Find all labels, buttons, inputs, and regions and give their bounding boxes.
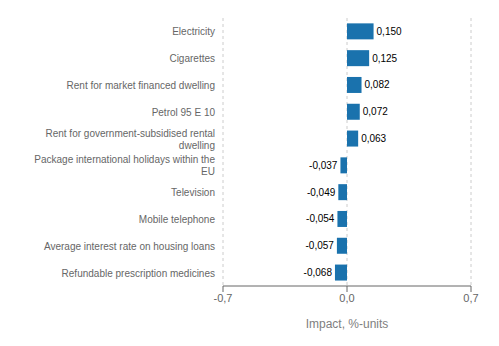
svg-text:-0,057: -0,057 [306, 240, 335, 251]
svg-text:Television: Television [171, 187, 215, 198]
svg-text:0,0: 0,0 [339, 292, 354, 304]
svg-text:Refundable prescription medici: Refundable prescription medicines [62, 267, 215, 278]
svg-text:Mobile telephone: Mobile telephone [139, 214, 216, 225]
svg-text:0,150: 0,150 [377, 26, 402, 37]
svg-text:Electricity: Electricity [172, 26, 215, 37]
svg-text:0,7: 0,7 [463, 292, 478, 304]
svg-text:-0,037: -0,037 [309, 160, 338, 171]
svg-text:Cigarettes: Cigarettes [169, 53, 215, 64]
svg-text:-0,054: -0,054 [306, 213, 335, 224]
svg-text:Rent for government-subsidised: Rent for government-subsidised rentaldwe… [45, 127, 215, 150]
svg-text:Average interest rate on housi: Average interest rate on housing loans [44, 240, 215, 251]
svg-text:Rent for market financed dwell: Rent for market financed dwelling [67, 80, 215, 91]
svg-text:Impact, %-units: Impact, %-units [306, 317, 389, 331]
svg-text:0,125: 0,125 [372, 53, 397, 64]
svg-text:Package international holidays: Package international holidays within th… [34, 154, 215, 177]
svg-text:-0,049: -0,049 [307, 187, 336, 198]
svg-text:-0,7: -0,7 [214, 292, 233, 304]
svg-text:0,082: 0,082 [365, 79, 390, 90]
svg-text:0,072: 0,072 [363, 106, 388, 117]
svg-text:Petrol 95 E 10: Petrol 95 E 10 [152, 106, 216, 117]
svg-text:-0,068: -0,068 [304, 267, 333, 278]
svg-text:0,063: 0,063 [361, 133, 386, 144]
